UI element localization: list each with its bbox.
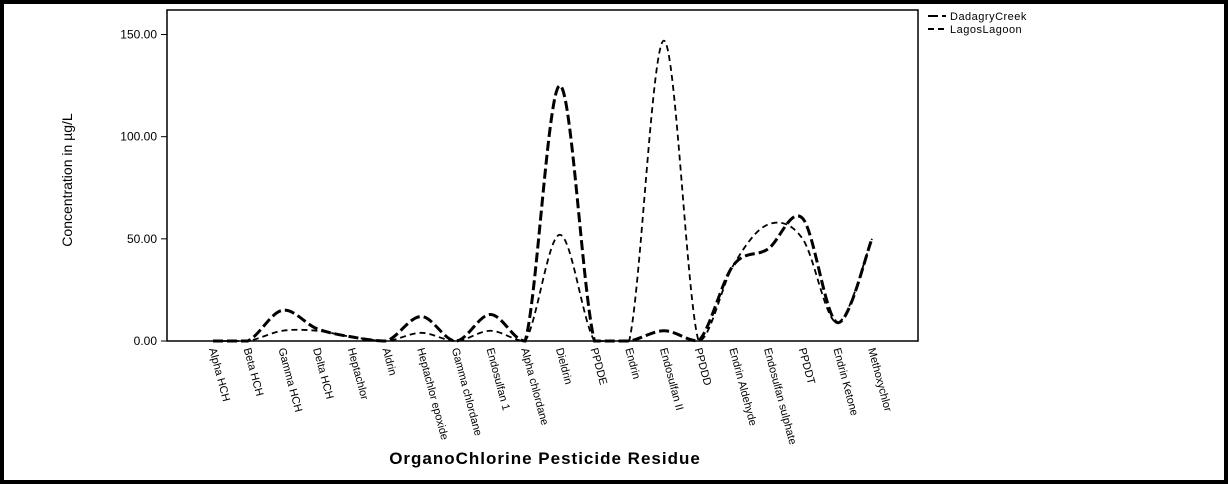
y-axis-title: Concentration in µg/L <box>59 113 75 247</box>
legend-label: DadagryCreek <box>950 11 1027 23</box>
y-tick-label: 150.00 <box>120 28 157 42</box>
y-tick-label: 0.00 <box>134 334 158 348</box>
plot-area <box>166 9 919 342</box>
series-line <box>212 84 874 343</box>
legend-label: LagosLagoon <box>950 24 1022 36</box>
y-tick-label: 50.00 <box>127 232 157 246</box>
series-line <box>212 39 873 342</box>
x-axis-title: OrganoChlorine Pesticide Residue <box>389 449 701 468</box>
y-tick-label: 100.00 <box>120 130 157 144</box>
